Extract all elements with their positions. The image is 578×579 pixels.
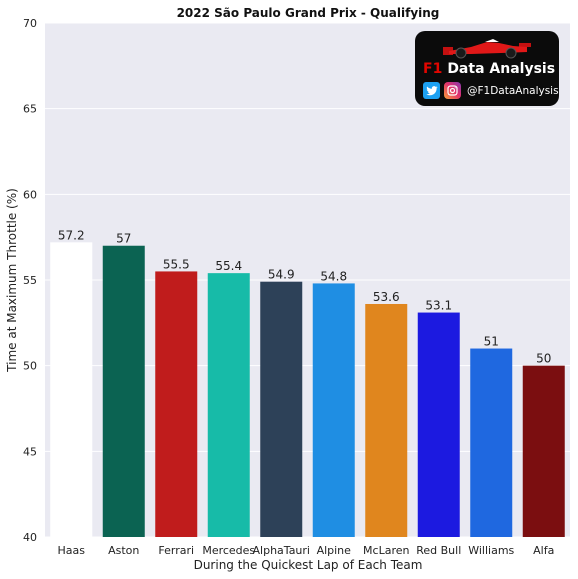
bar [102, 245, 145, 537]
y-tick-label: 65 [23, 103, 37, 116]
x-tick-label: Red Bull [416, 544, 461, 557]
y-tick-label: 40 [23, 531, 37, 544]
bar [312, 283, 355, 537]
social-handle: @F1DataAnalysis [467, 84, 559, 97]
logo-title: F1 Data Analysis [423, 61, 555, 77]
x-tick-label: Alfa [533, 544, 554, 557]
bar [260, 281, 303, 537]
bar [207, 273, 250, 537]
y-tick-label: 45 [23, 445, 37, 458]
data-label: 54.8 [320, 269, 347, 283]
x-tick-label: Williams [468, 544, 514, 557]
bar [522, 365, 565, 537]
logo-brand-prefix: F1 [423, 61, 443, 77]
data-label: 50 [536, 352, 551, 366]
y-tick-label: 70 [23, 17, 37, 30]
x-tick-label: McLaren [363, 544, 409, 557]
twitter-icon [423, 82, 440, 99]
y-tick-label: 60 [23, 188, 37, 201]
y-axis-label: Time at Maximum Throttle (%) [5, 188, 19, 373]
x-tick-label: Ferrari [158, 544, 194, 557]
y-tick-label: 50 [23, 360, 37, 373]
chart-title: 2022 São Paulo Grand Prix - Qualifying [177, 6, 440, 20]
logo-brand-name: Data Analysis [447, 61, 556, 77]
data-label: 53.1 [425, 299, 452, 313]
logo-social: @F1DataAnalysis [423, 82, 559, 99]
bar [50, 242, 93, 537]
data-label: 51 [484, 335, 499, 349]
x-tick-label: AlphaTauri [253, 544, 310, 557]
data-label: 55.4 [215, 259, 242, 273]
bar [365, 303, 408, 537]
f1-car-icon [443, 39, 531, 59]
bar [417, 312, 460, 537]
data-label: 53.6 [373, 290, 400, 304]
x-axis-label: During the Quickest Lap of Each Team [194, 558, 423, 572]
data-label: 54.9 [268, 268, 295, 282]
instagram-icon [444, 82, 461, 99]
data-labels: 57.2 57 55.5 55.4 54.9 54.8 53.6 53.1 51 50 [58, 228, 552, 365]
bars [50, 242, 565, 537]
y-tick-label: 55 [23, 274, 37, 287]
x-tick-label: Aston [108, 544, 139, 557]
bar [155, 271, 198, 537]
bar [470, 348, 513, 537]
data-label: 55.5 [163, 257, 190, 271]
y-tick-labels: 40 45 50 55 60 65 70 [23, 17, 37, 544]
f1-data-analysis-logo: F1 Data Analysis @F1DataAnalysis [415, 31, 559, 106]
data-label: 57.2 [58, 228, 85, 242]
x-tick-label: Mercedes [202, 544, 255, 557]
data-label: 57 [116, 232, 131, 246]
x-tick-label: Haas [58, 544, 86, 557]
x-tick-label: Alpine [317, 544, 352, 557]
